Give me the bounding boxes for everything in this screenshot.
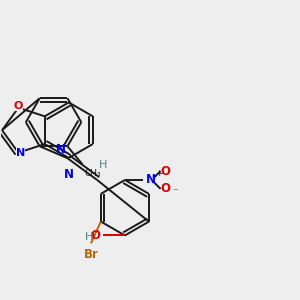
Text: Br: Br xyxy=(83,248,98,261)
Text: N: N xyxy=(56,143,65,156)
Text: O: O xyxy=(14,101,23,111)
Text: CH₃: CH₃ xyxy=(84,169,101,178)
Text: H: H xyxy=(85,232,93,242)
Text: N: N xyxy=(146,173,156,187)
Text: ⁻: ⁻ xyxy=(172,187,178,197)
Text: H: H xyxy=(99,160,107,170)
Text: N: N xyxy=(64,168,74,181)
Text: O: O xyxy=(160,165,171,178)
Text: O: O xyxy=(90,229,100,242)
Text: N: N xyxy=(16,148,25,158)
Text: O: O xyxy=(160,182,171,195)
Text: +: + xyxy=(154,169,162,178)
